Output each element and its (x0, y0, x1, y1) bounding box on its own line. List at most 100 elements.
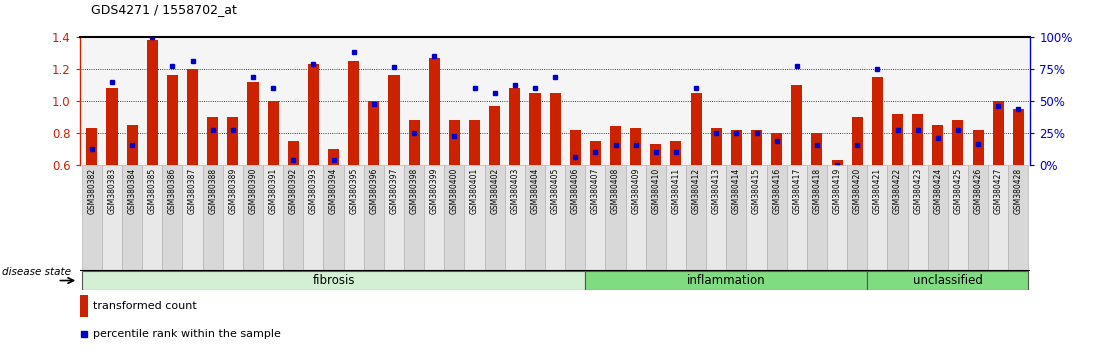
Bar (927, 165, 947, 271)
Bar (429, 58, 440, 165)
Bar (530, 93, 541, 165)
Bar (469, 120, 480, 165)
Bar (464, 165, 484, 271)
Bar (343, 165, 363, 271)
Text: GDS4271 / 1558702_at: GDS4271 / 1558702_at (91, 3, 237, 16)
Text: GSM380407: GSM380407 (591, 168, 599, 214)
Text: GSM380404: GSM380404 (531, 168, 540, 214)
Bar (368, 101, 379, 165)
Bar (324, 165, 343, 271)
Text: GSM380390: GSM380390 (248, 168, 257, 214)
Bar (1013, 109, 1024, 165)
Bar (247, 82, 258, 165)
Bar (383, 165, 404, 271)
Bar (207, 117, 218, 165)
Bar (646, 165, 666, 271)
Bar (953, 120, 964, 165)
Bar (670, 141, 681, 165)
Text: GSM380426: GSM380426 (974, 168, 983, 214)
Bar (605, 165, 626, 271)
Bar (570, 130, 581, 165)
Text: GSM380399: GSM380399 (430, 168, 439, 214)
Bar (611, 126, 622, 165)
Bar (203, 165, 223, 271)
Bar (328, 149, 339, 165)
Text: percentile rank within the sample: percentile rank within the sample (93, 330, 281, 339)
Text: GSM380427: GSM380427 (994, 168, 1003, 214)
Text: GSM380417: GSM380417 (792, 168, 801, 214)
Bar (868, 165, 888, 271)
Bar (227, 117, 238, 165)
Bar (304, 165, 324, 271)
Bar (811, 133, 822, 165)
Text: GSM380416: GSM380416 (772, 168, 781, 214)
Bar (968, 165, 988, 271)
Text: GSM380396: GSM380396 (369, 168, 378, 214)
Bar (807, 165, 827, 271)
Text: GSM380389: GSM380389 (228, 168, 237, 214)
Bar (791, 85, 802, 165)
Bar (993, 101, 1004, 165)
Bar (630, 128, 642, 165)
Bar (449, 120, 460, 165)
Bar (767, 165, 787, 271)
Bar (973, 130, 984, 165)
Text: GSM380413: GSM380413 (711, 168, 720, 214)
Bar (731, 130, 742, 165)
Text: GSM380411: GSM380411 (671, 168, 680, 214)
Bar (308, 64, 319, 165)
Text: unclassified: unclassified (913, 274, 983, 287)
Bar (86, 128, 98, 165)
Text: GSM380425: GSM380425 (953, 168, 963, 214)
Bar (771, 133, 782, 165)
Bar (243, 165, 263, 271)
Bar (268, 101, 279, 165)
Text: GSM380388: GSM380388 (208, 168, 217, 214)
Bar (223, 165, 243, 271)
Text: GSM380412: GSM380412 (691, 168, 700, 214)
Text: disease state: disease state (2, 267, 71, 277)
Bar (484, 165, 505, 271)
Text: GSM380408: GSM380408 (611, 168, 620, 214)
Bar (690, 93, 701, 165)
Bar (102, 165, 122, 271)
Bar (888, 165, 907, 271)
Bar (545, 165, 565, 271)
Bar (848, 165, 868, 271)
Text: GSM380421: GSM380421 (873, 168, 882, 214)
Text: GSM380428: GSM380428 (1014, 168, 1023, 214)
Bar (947, 165, 968, 271)
Bar (585, 165, 605, 271)
Bar (167, 75, 178, 165)
Bar (565, 165, 585, 271)
Bar (505, 165, 525, 271)
Bar (489, 106, 500, 165)
Bar (747, 165, 767, 271)
Bar (348, 61, 359, 165)
Text: GSM380383: GSM380383 (107, 168, 116, 214)
Bar (868, 271, 1028, 290)
Bar (666, 165, 686, 271)
Bar (988, 165, 1008, 271)
Text: GSM380393: GSM380393 (309, 168, 318, 214)
Bar (404, 165, 424, 271)
Bar (872, 77, 883, 165)
Text: GSM380382: GSM380382 (88, 168, 96, 214)
Bar (263, 165, 284, 271)
Text: GSM380384: GSM380384 (127, 168, 136, 214)
Text: GSM380387: GSM380387 (188, 168, 197, 214)
Bar (525, 165, 545, 271)
Text: fibrosis: fibrosis (312, 274, 355, 287)
Bar (163, 165, 183, 271)
Text: GSM380410: GSM380410 (652, 168, 660, 214)
Bar (80, 295, 89, 318)
Bar (706, 165, 727, 271)
Text: GSM380409: GSM380409 (632, 168, 640, 214)
Bar (585, 271, 868, 290)
Bar (288, 141, 299, 165)
Bar (831, 160, 842, 165)
Bar (146, 40, 157, 165)
Text: GSM380391: GSM380391 (268, 168, 278, 214)
Text: GSM380402: GSM380402 (490, 168, 500, 214)
Text: GSM380392: GSM380392 (289, 168, 298, 214)
